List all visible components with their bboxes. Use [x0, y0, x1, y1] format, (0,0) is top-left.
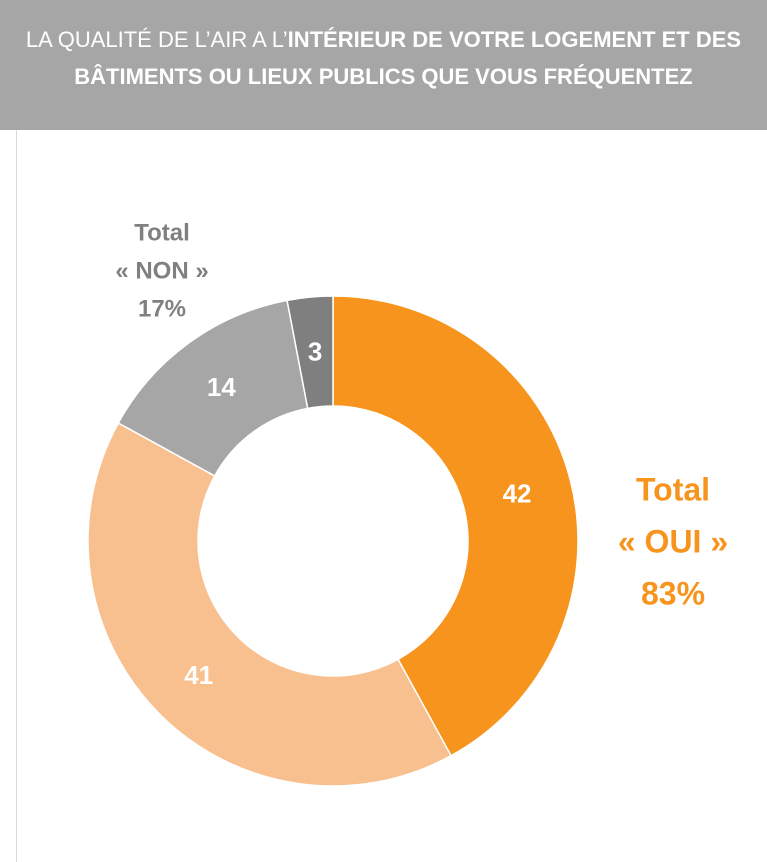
value-label: 41	[184, 660, 213, 690]
frame-line	[16, 130, 17, 862]
annotation: « OUI »	[618, 523, 728, 559]
donut-segment	[332, 295, 579, 757]
value-label: 3	[308, 337, 322, 367]
annotation: 83%	[641, 575, 705, 611]
value-label: 42	[503, 479, 532, 509]
donut-segment	[87, 421, 453, 787]
title-regular: LA QUALITÉ DE L’AIR A L’	[25, 27, 288, 52]
chart-title: LA QUALITÉ DE L’AIR A L’INTÉRIEUR DE VOT…	[0, 0, 767, 130]
title-bold: INTÉRIEUR DE VOTRE LOGEMENT ET DES BÂTIM…	[74, 27, 742, 89]
donut-segment	[286, 295, 334, 410]
annotation: 17%	[138, 295, 186, 322]
value-label: 14	[207, 372, 236, 402]
annotation: Total	[636, 471, 710, 507]
annotation: Total	[134, 219, 190, 246]
annotation: « NON »	[115, 257, 208, 284]
